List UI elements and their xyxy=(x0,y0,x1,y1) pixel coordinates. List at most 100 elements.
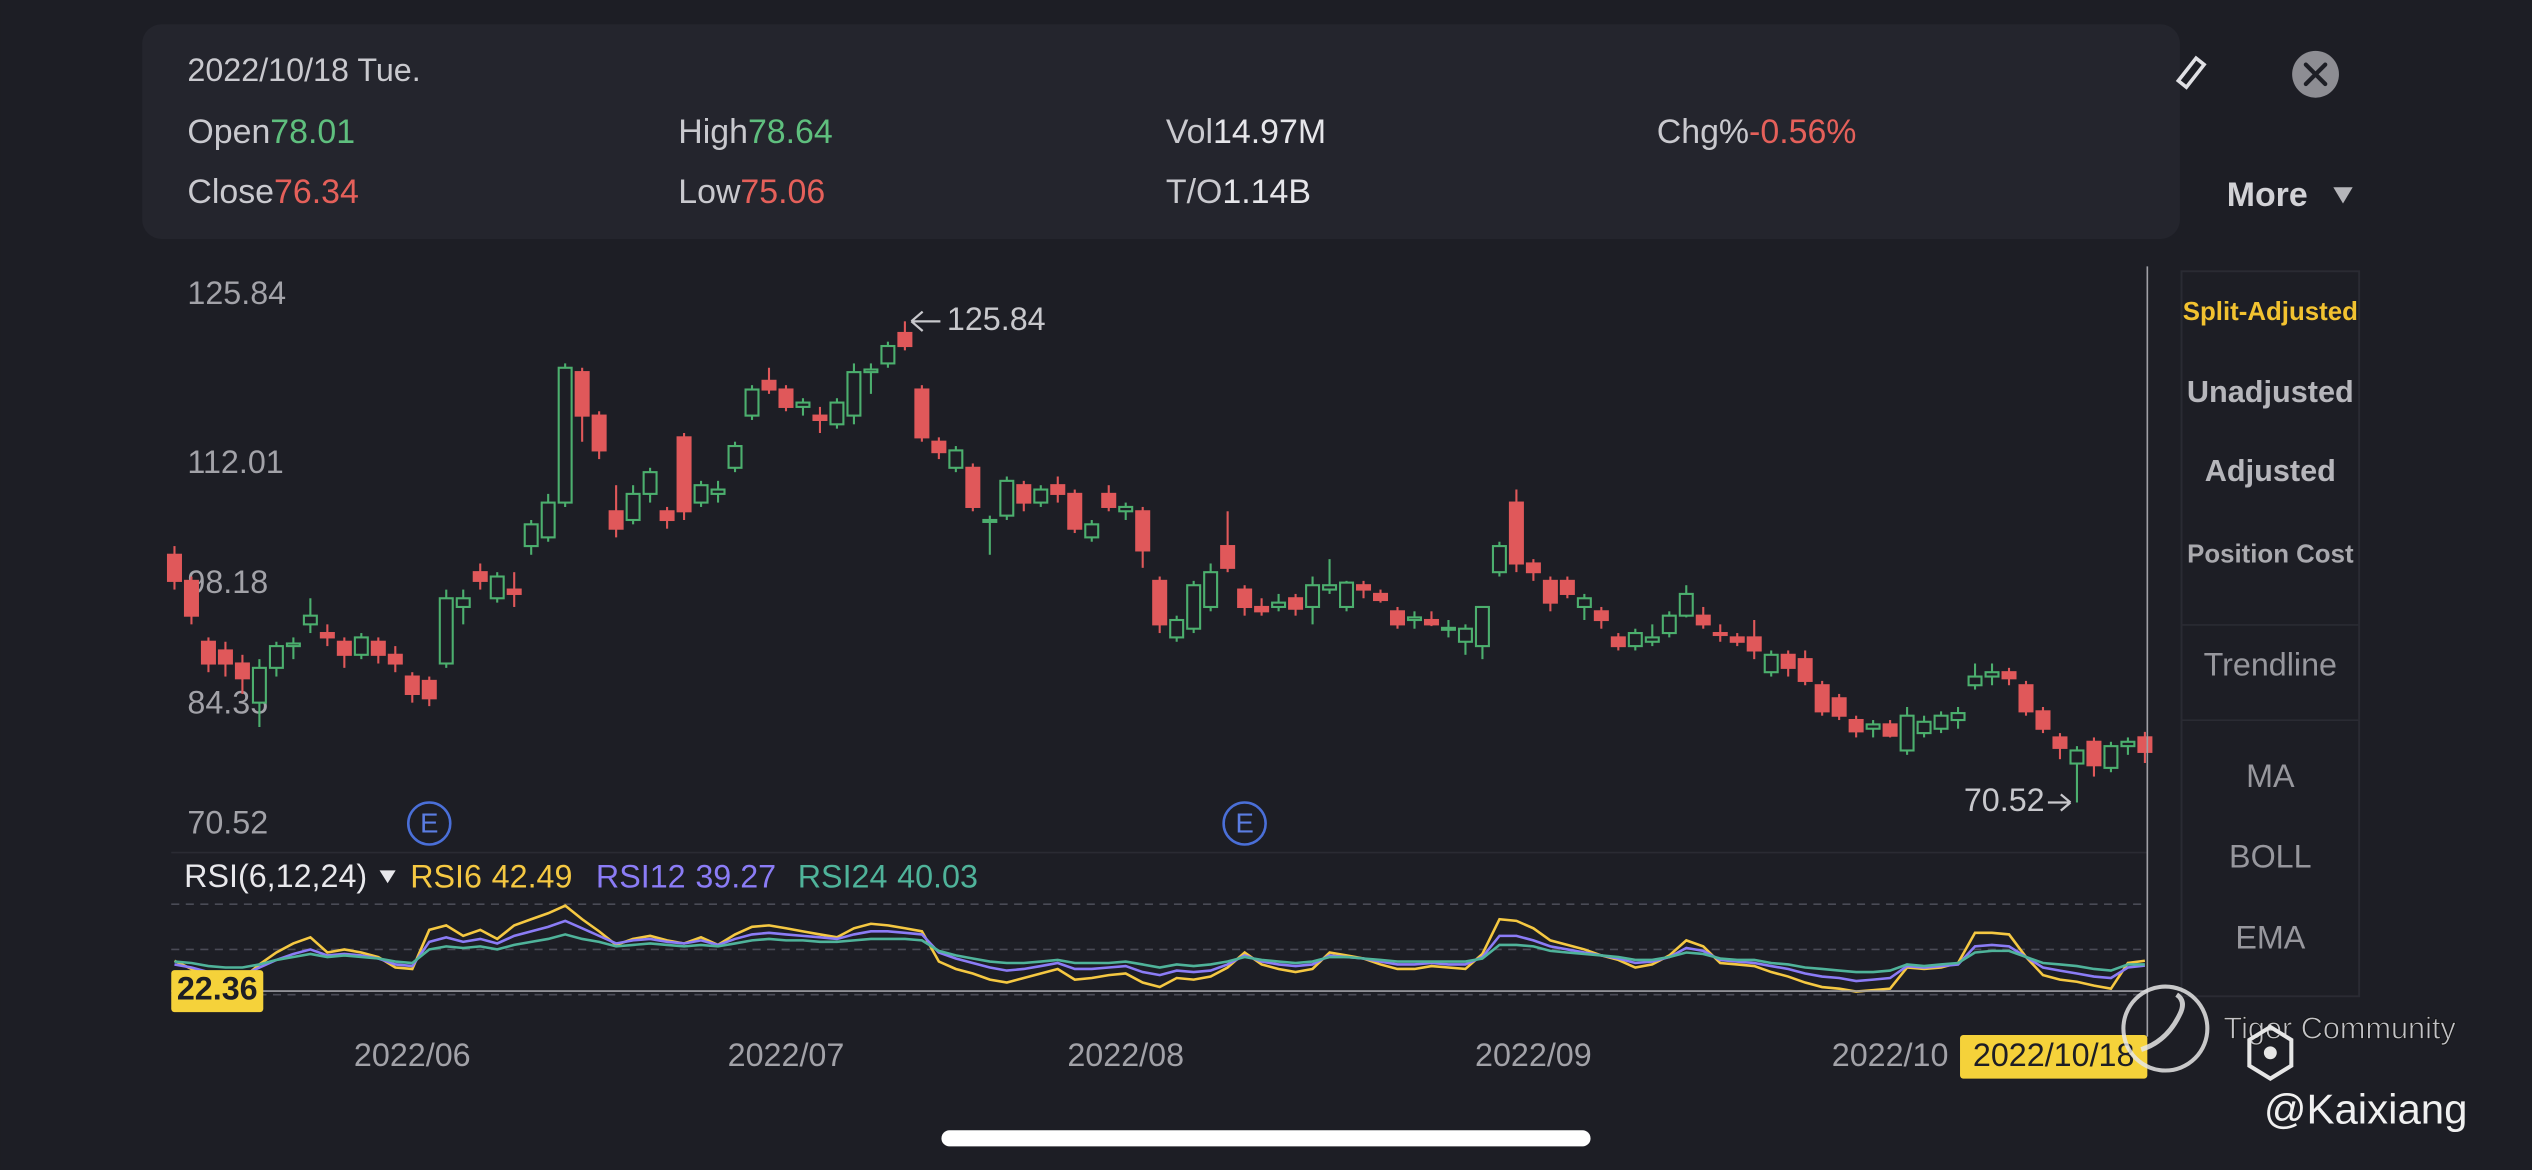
candle-body xyxy=(1152,579,1168,626)
candle-body xyxy=(710,488,726,495)
candle-body xyxy=(2001,671,2017,680)
candle-body xyxy=(319,632,335,639)
info-chg: Chg%-0.56% xyxy=(1657,113,1857,151)
candle-body xyxy=(1271,601,1287,609)
candle-body xyxy=(1389,610,1406,626)
info-low: Low75.06 xyxy=(678,173,825,211)
candle-body xyxy=(625,492,641,522)
candle-body xyxy=(1882,723,1898,737)
legend-value: 40.03 xyxy=(897,858,978,894)
info-open: Open78.01 xyxy=(187,113,355,151)
label: Chg% xyxy=(1657,113,1749,151)
candle-body xyxy=(540,501,556,539)
candle-body xyxy=(1406,616,1422,622)
candle-body xyxy=(1440,626,1456,631)
crosshair-date: 2022/10/18 xyxy=(1973,1037,2135,1073)
candle-body xyxy=(1101,492,1117,508)
candle-body xyxy=(1984,671,2000,678)
candle-body xyxy=(2052,736,2068,749)
menu-item[interactable]: Trendline xyxy=(2204,646,2337,682)
candle-body xyxy=(1508,501,1524,565)
candle-body xyxy=(234,662,250,680)
candle-body xyxy=(370,640,386,656)
candle-body xyxy=(1491,545,1507,574)
legend-entry: RSI12 39.27 xyxy=(596,858,776,894)
earnings-marker xyxy=(406,801,452,846)
candle-body xyxy=(1457,627,1473,643)
draw-tool-icon[interactable] xyxy=(2175,55,2207,90)
candle-body xyxy=(251,666,267,704)
y-tick-label: 98.18 xyxy=(187,564,268,600)
candle-body xyxy=(999,479,1015,517)
label: Vol xyxy=(1166,113,1213,151)
candle-body xyxy=(166,553,182,582)
info-panel xyxy=(142,24,2180,239)
candle-body xyxy=(421,679,437,700)
y-tick-label: 70.52 xyxy=(187,805,268,841)
legend-value: 42.49 xyxy=(492,858,573,894)
candle-body xyxy=(455,597,471,609)
candle-body xyxy=(1203,571,1219,609)
candle-body xyxy=(1169,618,1185,639)
candle-body xyxy=(1135,510,1151,552)
y-tick-label: 112.01 xyxy=(187,444,283,480)
close-button[interactable] xyxy=(2292,50,2339,98)
candle-body xyxy=(1848,718,1864,733)
candle-body xyxy=(1729,636,1745,643)
candle-body xyxy=(1237,588,1253,609)
candle-body xyxy=(948,449,964,469)
candle-body xyxy=(1118,505,1134,513)
candle-body xyxy=(1695,614,1711,626)
candle-body xyxy=(2086,740,2102,767)
max-arrow xyxy=(910,310,941,332)
candle-body xyxy=(914,388,930,439)
candle-body xyxy=(1967,675,1983,687)
candle-body xyxy=(387,653,403,665)
candle-body xyxy=(2120,740,2136,748)
candle-body xyxy=(642,471,658,495)
menu-item[interactable]: EMA xyxy=(2235,919,2305,955)
candle-body xyxy=(1661,614,1677,635)
menu-item[interactable]: Adjusted xyxy=(2205,454,2336,488)
rsi-label[interactable]: RSI(6,12,24) xyxy=(184,858,367,894)
candle-body xyxy=(1373,592,1389,602)
value: 75.06 xyxy=(740,173,825,211)
home-indicator xyxy=(941,1130,1591,1147)
menu-item[interactable]: Position Cost xyxy=(2187,540,2354,568)
value: 14.97M xyxy=(1213,113,1326,151)
candle-body xyxy=(438,597,454,665)
x-tick-label: 2022/06 xyxy=(354,1037,471,1073)
candle-body xyxy=(217,649,233,665)
more-label[interactable]: More xyxy=(2227,176,2308,214)
candle-body xyxy=(1814,684,1830,713)
rsi-dropdown[interactable] xyxy=(379,870,396,884)
candle-body xyxy=(285,642,301,648)
candle-body xyxy=(302,614,318,626)
min-arrow xyxy=(2047,793,2072,812)
label: T/O xyxy=(1166,173,1222,211)
legend-name: RSI6 xyxy=(410,858,482,894)
menu-item[interactable]: Unadjusted xyxy=(2187,375,2354,409)
candle-body xyxy=(1865,723,1881,730)
candle-body xyxy=(1831,697,1847,717)
y-tick-label: 125.84 xyxy=(187,275,286,311)
menu-item[interactable]: BOLL xyxy=(2229,839,2312,875)
candle-body xyxy=(336,640,352,656)
earnings-marker xyxy=(1222,801,1267,846)
candle-body xyxy=(795,401,811,408)
more-button[interactable]: More xyxy=(2227,176,2353,214)
candle-body xyxy=(183,579,199,617)
value: -0.56% xyxy=(1749,113,1856,151)
crosshair-value: 22.36 xyxy=(177,971,258,1007)
label: Open xyxy=(187,113,270,151)
candle-body xyxy=(1288,597,1304,610)
menu-item[interactable]: Split-Adjusted xyxy=(2183,298,2358,326)
watermark-logo xyxy=(2121,984,2210,1073)
candle-body xyxy=(965,466,981,508)
candle-body xyxy=(1067,492,1083,530)
candle-body xyxy=(778,388,794,408)
candle-body xyxy=(863,368,879,374)
menu-item[interactable]: MA xyxy=(2246,758,2295,794)
candle-body xyxy=(472,571,488,582)
